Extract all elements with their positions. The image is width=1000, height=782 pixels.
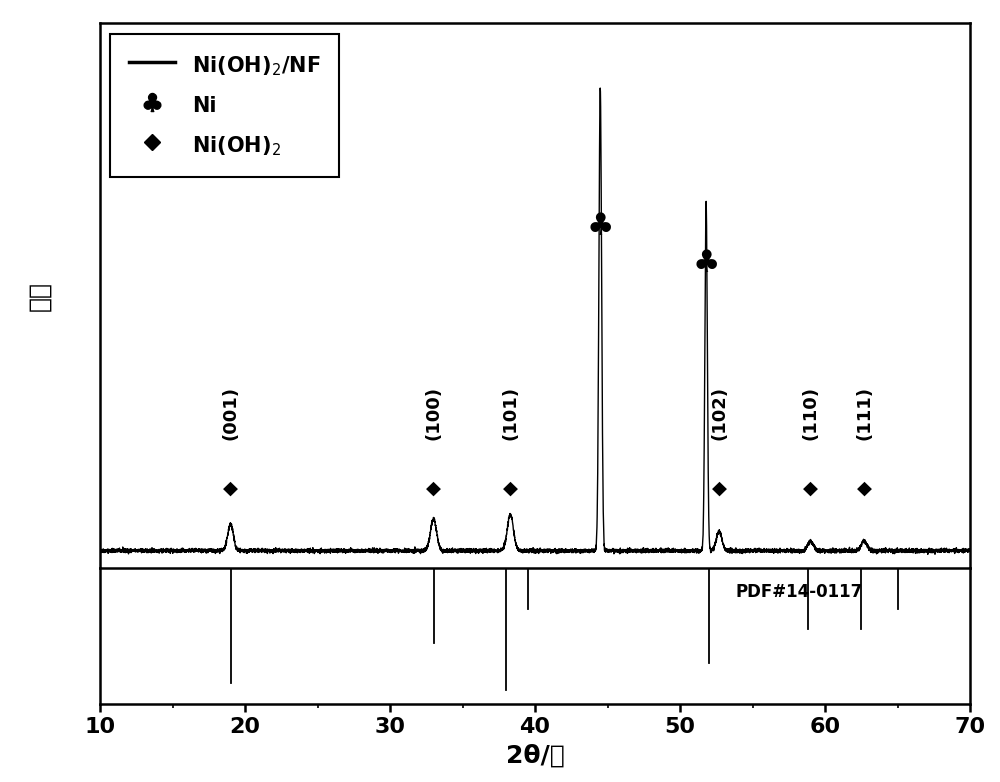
Text: (110): (110) — [802, 386, 820, 440]
Text: PDF#14-0117: PDF#14-0117 — [735, 583, 862, 601]
Text: ◆: ◆ — [223, 479, 238, 498]
Text: ◆: ◆ — [857, 479, 872, 498]
Text: ◆: ◆ — [426, 479, 441, 498]
Text: ♣: ♣ — [587, 212, 614, 241]
Text: (111): (111) — [855, 386, 873, 440]
X-axis label: 2θ/度: 2θ/度 — [506, 744, 564, 768]
Text: ◆: ◆ — [503, 479, 518, 498]
Legend: Ni(OH)$_2$/NF, Ni, Ni(OH)$_2$: Ni(OH)$_2$/NF, Ni, Ni(OH)$_2$ — [110, 34, 339, 177]
Text: ◆: ◆ — [803, 479, 818, 498]
Text: ♣: ♣ — [692, 249, 720, 278]
Text: (100): (100) — [424, 386, 442, 440]
Text: (001): (001) — [222, 386, 240, 440]
Text: 强度: 强度 — [27, 281, 51, 310]
Text: ◆: ◆ — [712, 479, 727, 498]
Text: (102): (102) — [710, 386, 728, 440]
Text: (101): (101) — [501, 386, 519, 440]
